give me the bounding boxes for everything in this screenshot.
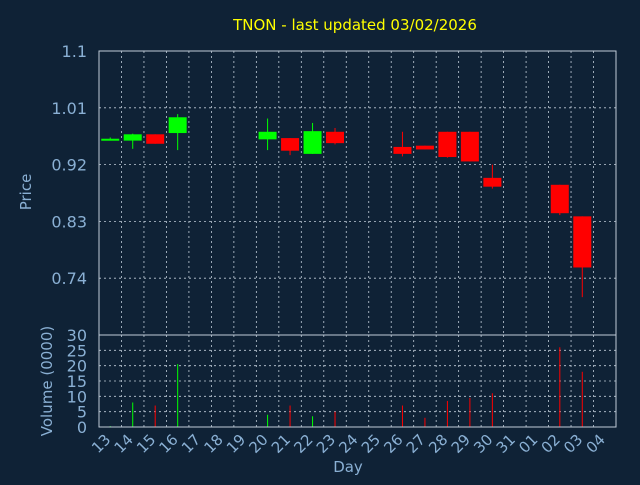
price-tick-label: 1.01 — [51, 99, 87, 118]
candle-body — [393, 146, 412, 154]
candle-body — [146, 134, 165, 144]
candle-body — [460, 131, 479, 162]
price-tick-label: 0.92 — [51, 156, 87, 175]
candle-body — [326, 131, 345, 144]
price-tick-label: 0.83 — [51, 212, 87, 231]
x-tick-labels: 1314151617181920212223242526272829303101… — [88, 431, 609, 457]
x-axis-label: Day — [333, 458, 363, 476]
candle-body — [550, 184, 569, 214]
candle-body — [258, 131, 277, 140]
volume-tick-label: 0 — [77, 418, 87, 437]
volume-tick-label: 15 — [67, 372, 87, 391]
candle-body — [438, 131, 457, 158]
candle-body — [573, 216, 592, 268]
price-tick-label: 0.74 — [51, 269, 87, 288]
price-axis-label: Price — [17, 174, 35, 211]
volume-axis-label: Volume (0000) — [38, 326, 56, 436]
candle-body — [415, 145, 434, 150]
candle-body — [303, 131, 322, 154]
price-grid — [99, 50, 616, 335]
volume-tick-label: 30 — [67, 326, 87, 345]
volume-bars — [109, 347, 583, 427]
volume-tick-label: 10 — [67, 387, 87, 406]
price-tick-label: 1.1 — [62, 42, 87, 61]
volume-tick-label: 25 — [67, 341, 87, 360]
volume-tick-label: 20 — [67, 357, 87, 376]
price-tick-labels: 1.1 1.01 0.92 0.83 0.74 — [51, 42, 87, 288]
candle-body — [123, 134, 142, 141]
candle-body — [281, 138, 300, 151]
volume-tick-label: 5 — [77, 403, 87, 422]
candle-body — [483, 177, 502, 187]
candle-body — [101, 138, 120, 141]
candle-body — [168, 117, 187, 134]
volume-panel-frame — [98, 334, 617, 428]
chart-title: TNON - last updated 03/02/2026 — [232, 16, 477, 34]
candles — [101, 114, 592, 298]
